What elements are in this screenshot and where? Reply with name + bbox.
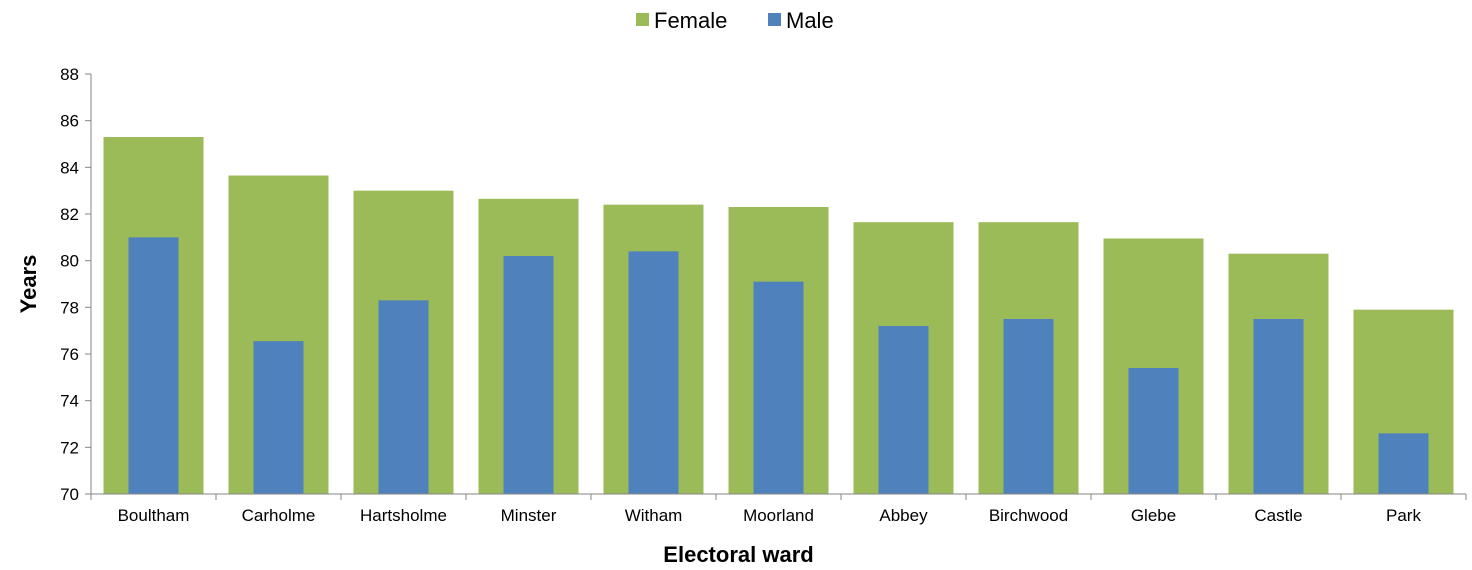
x-tick-label: Minster — [501, 506, 557, 525]
male-bar — [1253, 319, 1304, 494]
y-tick-label: 84 — [60, 158, 79, 177]
x-tick-label: Moorland — [743, 506, 814, 525]
y-tick-label: 76 — [60, 345, 79, 364]
legend-label-female: Female — [654, 8, 727, 33]
x-axis-title: Electoral ward — [663, 542, 813, 567]
legend-swatch-male — [768, 13, 781, 26]
x-tick-label: Abbey — [879, 506, 928, 525]
y-tick-label: 88 — [60, 65, 79, 84]
male-bar — [878, 326, 929, 494]
male-bar — [128, 237, 179, 495]
y-tick-label: 70 — [60, 485, 79, 504]
x-tick-label: Witham — [625, 506, 683, 525]
male-bar — [1003, 319, 1054, 494]
male-bar — [1128, 368, 1179, 494]
x-tick-label: Hartsholme — [360, 506, 447, 525]
x-tick-label: Boultham — [118, 506, 190, 525]
y-tick-label: 82 — [60, 205, 79, 224]
y-axis-title: Years — [16, 255, 41, 314]
male-bar — [1378, 433, 1429, 494]
male-bar — [378, 300, 429, 494]
male-bar — [628, 251, 679, 494]
male-bar — [753, 281, 804, 494]
male-bar — [253, 341, 304, 494]
y-tick-label: 86 — [60, 112, 79, 131]
y-tick-label: 72 — [60, 438, 79, 457]
male-bar — [503, 256, 554, 494]
x-tick-label: Castle — [1254, 506, 1302, 525]
legend: Female Male — [636, 8, 834, 33]
y-tick-label: 78 — [60, 298, 79, 317]
x-tick-label: Carholme — [242, 506, 316, 525]
x-tick-label: Glebe — [1131, 506, 1176, 525]
x-tick-label: Birchwood — [989, 506, 1068, 525]
bars — [103, 137, 1454, 495]
y-tick-label: 80 — [60, 252, 79, 271]
axes: 70 72 74 76 78 80 82 84 86 88 Boultham Carholme Hart… — [60, 65, 1467, 525]
legend-swatch-female — [636, 13, 649, 26]
legend-label-male: Male — [786, 8, 834, 33]
x-tick-label: Park — [1386, 506, 1421, 525]
y-tick-label: 74 — [60, 392, 79, 411]
